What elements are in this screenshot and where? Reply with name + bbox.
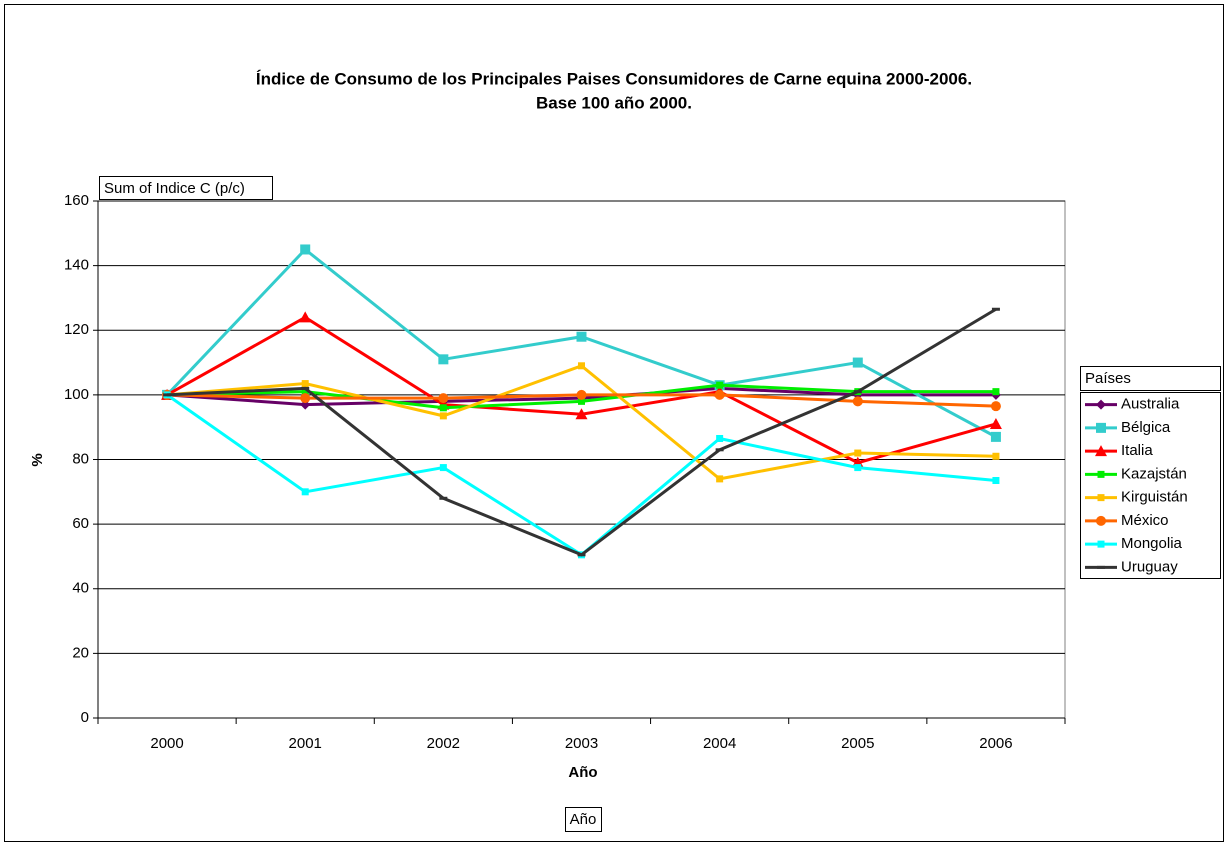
x-axis-label: Año [568,764,597,781]
marker [439,496,448,500]
legend-label: Kirguistán [1121,489,1188,506]
marker [852,396,863,407]
x-tick-label: 2004 [703,735,736,752]
y-tick-label: 40 [72,580,89,597]
marker [991,307,1000,311]
marker [301,388,309,396]
x-tick-label: 2005 [841,735,874,752]
marker [854,449,862,457]
marker [1097,494,1105,502]
marker [1097,540,1105,548]
x-tick-label: 2003 [565,735,598,752]
marker [992,452,1000,460]
chart-subtitle: Base 100 año 2000. [536,93,692,112]
marker [992,388,1000,396]
page-field-box [565,807,602,832]
x-tick-label: 2001 [289,735,322,752]
marker [989,417,1002,429]
data-field-box [99,176,273,200]
x-tick-label: 2002 [427,735,460,752]
marker [854,464,862,472]
marker [1097,565,1105,569]
marker [853,390,862,394]
marker [578,397,585,405]
marker [575,408,588,420]
legend-label: Italia [1121,442,1153,459]
data-field: Sum of Indice C (p/c) [104,180,245,197]
marker [992,477,1000,485]
legend-label: Kazajstán [1121,465,1187,482]
marker [1095,445,1107,457]
marker [715,448,724,452]
page-field: Año [570,811,597,828]
marker [578,362,585,370]
y-tick-label: 60 [72,515,89,532]
marker [1097,470,1105,478]
y-tick-label: 140 [64,257,89,274]
y-tick-label: 0 [81,709,89,726]
y-tick-label: 100 [64,386,89,403]
marker [439,464,447,472]
marker [990,431,1001,442]
marker [301,488,309,496]
marker [577,553,586,557]
marker [1096,399,1106,410]
y-tick-label: 160 [64,192,89,209]
legend-label: Bélgica [1121,419,1171,436]
marker [301,380,309,388]
marker [716,434,724,442]
marker [439,404,447,412]
legend-label: Australia [1121,396,1180,413]
y-tick-label: 20 [72,644,89,661]
x-tick-label: 2006 [979,735,1012,752]
legend-label: México [1121,512,1169,529]
marker [576,389,587,400]
marker [300,393,311,404]
y-tick-label: 120 [64,321,89,338]
marker [300,244,311,255]
legend-title: Países [1085,370,1131,387]
marker [438,393,449,404]
marker [1096,515,1106,526]
legend-title-box [1080,366,1221,391]
marker [576,331,587,342]
x-tick-label: 2000 [150,735,183,752]
marker [163,393,172,397]
y-tick-label: 80 [72,450,89,467]
marker [714,389,725,400]
marker [439,412,447,420]
marker [1096,422,1106,433]
marker [716,381,724,389]
legend-label: Uruguay [1121,558,1178,575]
marker [852,357,863,368]
chart-title: Índice de Consumo de los Principales Pai… [256,69,972,88]
y-axis-label: % [29,453,46,466]
marker [990,401,1001,412]
marker [716,475,724,483]
marker [438,354,449,365]
marker [301,386,310,390]
legend-label: Mongolia [1121,535,1183,552]
marker [299,311,312,323]
